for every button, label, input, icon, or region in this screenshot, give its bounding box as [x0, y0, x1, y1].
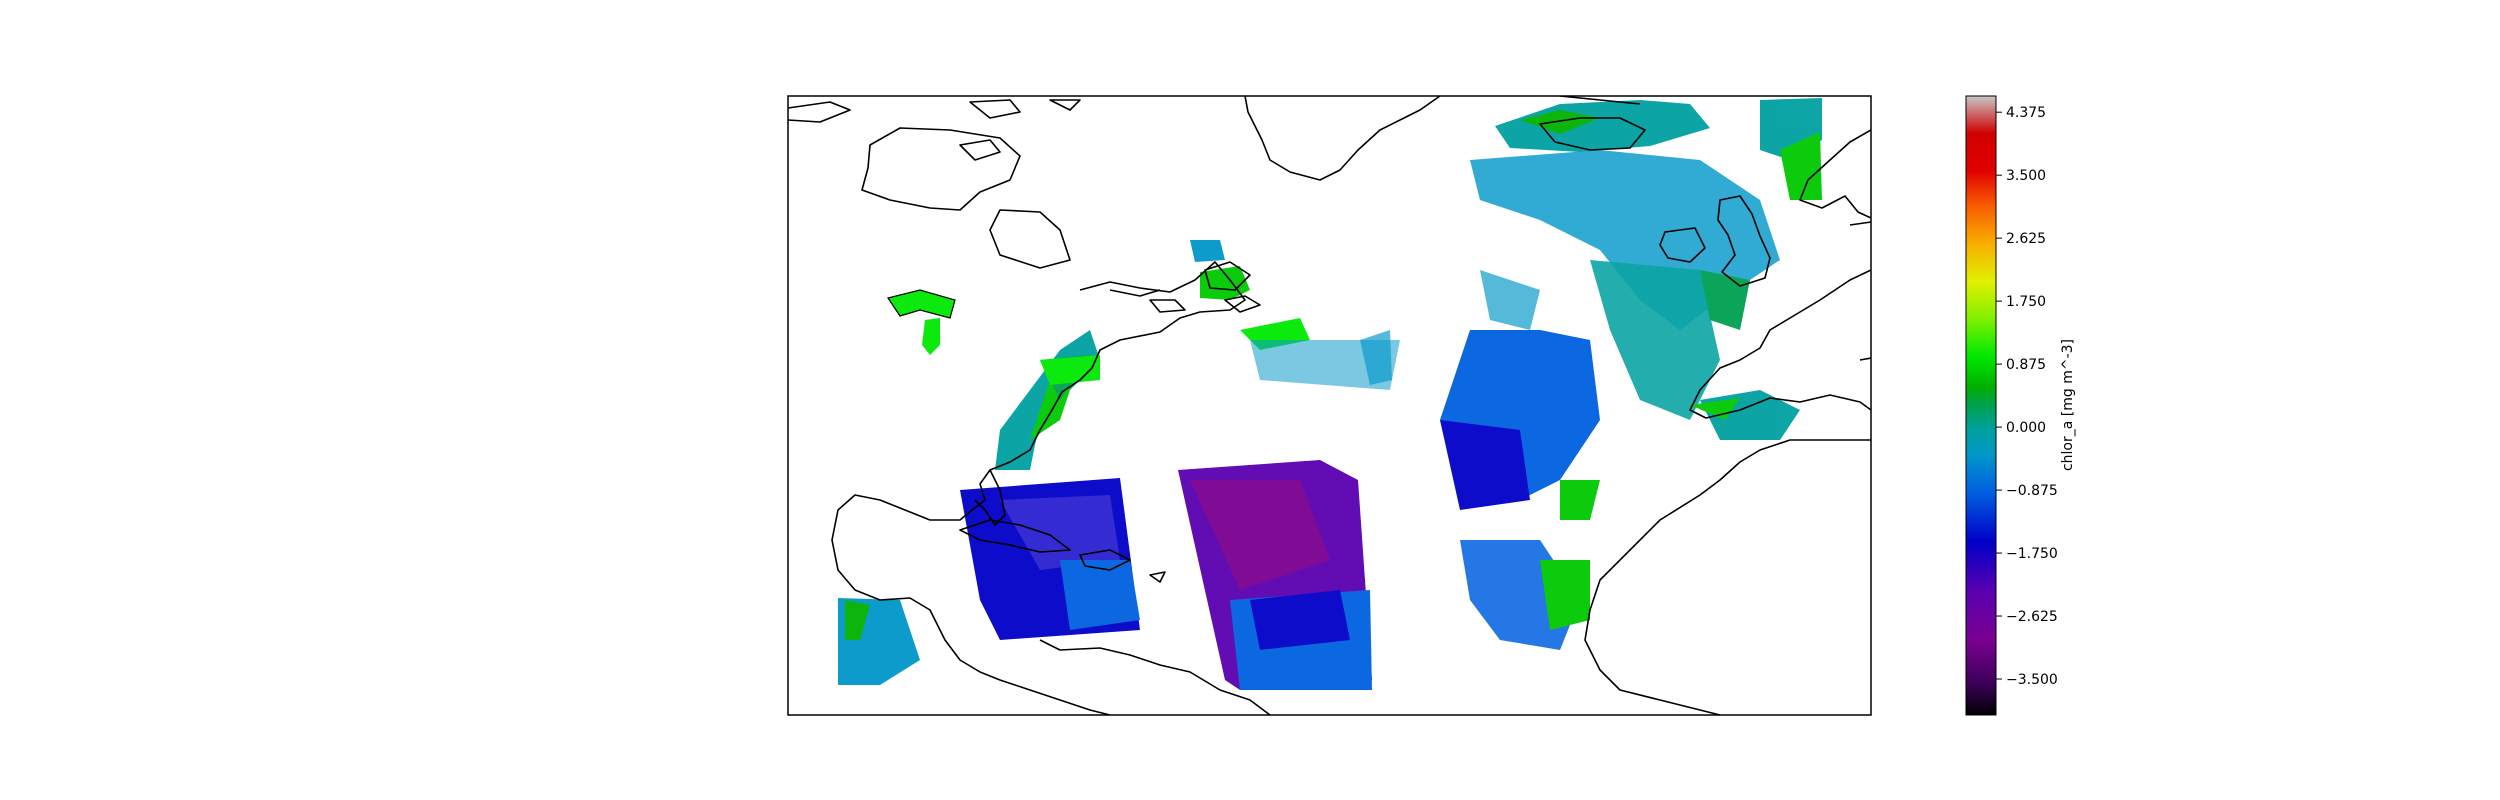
coastline-north-america-east: [831, 261, 1246, 715]
colorbar: 4.375 3.500 2.625 1.750 0.875 0.000 −0.875 −1.7…: [1965, 95, 2076, 716]
coastline-greenland: [1244, 96, 1441, 181]
colorbar-tick-label: 2.625: [2006, 231, 2046, 247]
colorbar-tick-label: −0.875: [2006, 483, 2058, 499]
coastline-florida: [974, 469, 1006, 526]
map-frame: [787, 95, 1872, 716]
colorbar-bar: [1966, 96, 1996, 715]
coastline-hispaniola: [1079, 549, 1131, 571]
coastline-africa: [1584, 439, 1871, 715]
data-region-great-lakes: [888, 290, 955, 318]
colorbar-tick-label: −2.625: [2006, 609, 2058, 625]
coastline-south-america: [1039, 639, 1271, 715]
coastline-cuba: [959, 519, 1071, 553]
colorbar-tick-label: 3.500: [2006, 168, 2046, 184]
coastline-ireland: [1659, 227, 1706, 263]
coastline-iceland: [1539, 117, 1646, 151]
coastline-western-europe: [1689, 269, 1871, 419]
colorbar-label: chlor_a [mg m^-3]: [2060, 339, 2076, 471]
colorbar-tick-label: 0.875: [2006, 357, 2046, 373]
colorbar-tick-label: 0.000: [2006, 420, 2046, 436]
colorbar-tick-label: 1.750: [2006, 294, 2046, 310]
coastline-scandinavia: [1799, 129, 1871, 219]
colorbar-frame: [1965, 95, 1997, 716]
map-panel: [788, 96, 1871, 715]
colorbar-tick-label: −1.750: [2006, 546, 2058, 562]
coastlines: [788, 96, 1871, 715]
colorbar-tick-label: −3.500: [2006, 672, 2058, 688]
colorbar-tick-label: 4.375: [2006, 105, 2046, 121]
colorbar-ticks: 4.375 3.500 2.625 1.750 0.875 0.000 −0.875 −1.7…: [1996, 105, 2058, 688]
coastline-arctic-islands: [861, 127, 1021, 211]
coastlines-lakes: [887, 289, 956, 319]
chlorophyll-data-layer: [838, 98, 1822, 690]
data-region-norway-coast: [1780, 132, 1822, 200]
coastline-great-britain: [1717, 195, 1771, 287]
